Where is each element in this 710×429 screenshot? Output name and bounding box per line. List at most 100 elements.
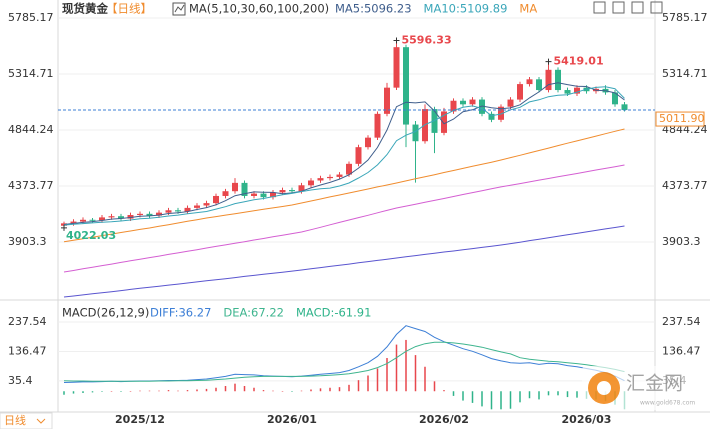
y-tick-label: 4844.24	[8, 123, 54, 136]
candle-body	[279, 190, 286, 193]
candle-body	[517, 84, 523, 100]
ma-line	[63, 86, 625, 226]
candle-body	[555, 69, 561, 91]
logo-url: www.gold678.com	[640, 400, 695, 407]
ma-line	[63, 128, 625, 243]
tool-icon[interactable]	[631, 1, 644, 14]
candle-body	[536, 79, 542, 91]
candle-body	[251, 193, 257, 196]
selector-label: 日线	[4, 413, 26, 427]
macd-bar	[519, 391, 521, 403]
candle-body	[317, 178, 324, 181]
macd-bar	[557, 391, 559, 396]
macd-bar	[148, 390, 151, 392]
last-price-label: 5011.90	[659, 112, 705, 125]
macd-bar	[205, 388, 208, 392]
macd-bar	[576, 391, 578, 398]
y-tick-label: 237.54	[8, 315, 47, 328]
macd-bar	[500, 391, 502, 410]
macd-bar	[215, 387, 217, 392]
y-tick-label: 4373.77	[8, 179, 54, 192]
y-tick-label-right: 136.47	[662, 344, 701, 357]
y-tick-label: 3903.3	[8, 235, 47, 248]
macd-bar	[547, 391, 550, 396]
macd-bar	[91, 391, 94, 393]
ma-line	[63, 164, 625, 273]
logo-inner	[597, 381, 611, 395]
candle-body	[384, 87, 390, 114]
macd-bar	[395, 344, 398, 392]
candle-body	[545, 69, 552, 91]
candle-body	[260, 193, 267, 198]
candle-body	[137, 213, 143, 216]
indicator-icon[interactable]	[172, 2, 186, 16]
candle-body	[336, 174, 343, 177]
high-marker	[393, 37, 400, 44]
toolbar-icons	[593, 1, 663, 14]
macd-bar	[63, 391, 65, 395]
macd-bar	[566, 391, 569, 398]
candle-body	[61, 223, 67, 226]
high-marker	[545, 58, 552, 65]
candle-body	[488, 113, 495, 120]
macd-bar	[528, 391, 531, 399]
candle-body	[270, 192, 276, 198]
candle-body	[99, 217, 105, 221]
candle-body	[80, 219, 86, 222]
indicator-label: MA(5,10,30,60,100,200)	[189, 2, 329, 16]
tool-icon[interactable]	[593, 1, 606, 14]
candle-body	[327, 176, 333, 179]
macd-bar	[367, 375, 369, 392]
watermark: 汇金网 www.gold678.com	[582, 366, 706, 410]
macd-bar	[538, 391, 540, 400]
macd-bar	[348, 384, 350, 392]
macd-bar	[357, 380, 360, 392]
candle-body	[289, 190, 295, 192]
macd-bar	[186, 390, 189, 392]
candle-body	[308, 180, 314, 186]
macd-bar	[386, 358, 388, 392]
macd-bar	[243, 385, 246, 392]
candle-body	[498, 106, 504, 120]
candle-body	[460, 100, 466, 105]
macd-bar	[291, 391, 293, 392]
macd-bar	[158, 390, 160, 392]
macd-bar	[224, 385, 227, 392]
macd-bar	[509, 391, 512, 409]
macd-bar	[234, 383, 236, 392]
macd-bar	[471, 391, 474, 403]
candle-body	[213, 195, 219, 204]
macd-bar	[319, 388, 322, 392]
high-label: 5419.01	[554, 55, 604, 68]
candle-body	[203, 203, 210, 206]
macd-bar	[82, 391, 84, 393]
candle-body	[441, 111, 447, 133]
y-tick-label-right: 3903.3	[662, 235, 701, 248]
candle-body	[146, 213, 153, 216]
tool-icon[interactable]	[650, 1, 663, 14]
candle-body	[355, 147, 362, 164]
candle-body	[564, 90, 571, 94]
logo-name: 汇金网	[626, 373, 683, 395]
period-selector[interactable]: 日线	[0, 412, 53, 429]
candle-body	[403, 47, 409, 125]
macd-bar	[310, 389, 312, 392]
candle-body	[184, 207, 191, 212]
macd-bar	[338, 387, 341, 392]
low-label: 4022.03	[66, 229, 116, 242]
macd-bar	[177, 390, 179, 392]
legend-item: DEA:67.22	[223, 306, 284, 320]
macd-bar	[300, 390, 303, 392]
macd-bar	[101, 391, 103, 392]
macd-bar	[281, 391, 284, 392]
selector-box	[0, 412, 53, 429]
legend-item: MACD:-61.91	[296, 306, 371, 320]
candle-body	[346, 163, 352, 175]
candle-body	[232, 182, 238, 192]
macd-line	[63, 341, 625, 382]
macd-bar	[414, 355, 417, 392]
x-tick-label: 2026/02	[419, 413, 469, 426]
tool-icon[interactable]	[612, 1, 625, 14]
